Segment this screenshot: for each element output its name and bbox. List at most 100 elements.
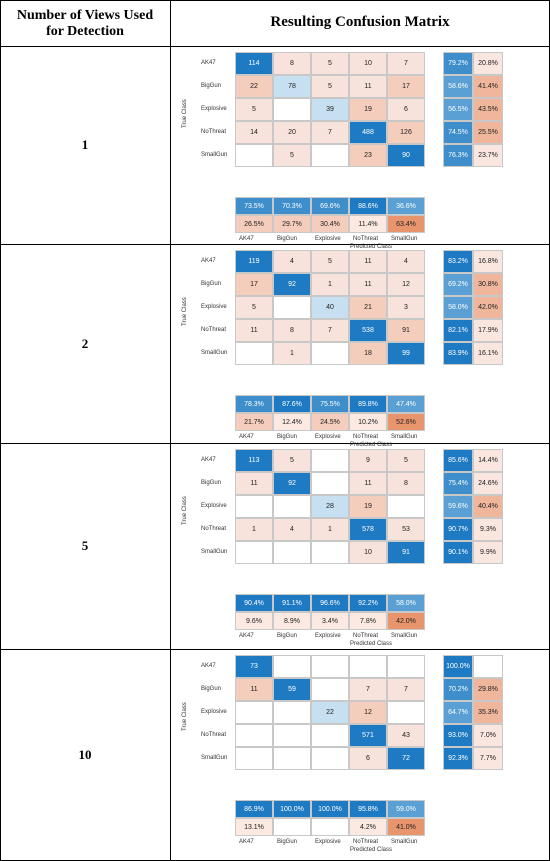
matrix-cell: 4	[387, 250, 425, 273]
matrix-cell: 21	[349, 296, 387, 319]
matrix-cell: 11	[349, 250, 387, 273]
row-class-label: Explosive	[201, 708, 227, 715]
confusion-matrix: True Class AK47 BigGun Explosive NoThreat Sma…	[180, 48, 545, 250]
row-summary-correct: 90.1%	[443, 541, 473, 564]
predicted-class-axis-label: Predicted Class	[350, 641, 393, 647]
column-class-label: NoThreat	[353, 633, 379, 639]
col-summary-correct: 91.1%	[273, 594, 311, 612]
matrix-cell	[311, 678, 349, 701]
col-summary-error: 12.4%	[273, 413, 311, 431]
column-class-label: AK47	[239, 434, 254, 440]
matrix-cell: 7	[349, 678, 387, 701]
row-class-label: NoThreat	[201, 326, 227, 333]
row-class-label: NoThreat	[201, 731, 227, 738]
row-summary-correct: 59.6%	[443, 495, 473, 518]
column-class-label: Explosive	[315, 236, 341, 242]
col-summary-correct: 87.6%	[273, 395, 311, 413]
matrix-cell: 17	[387, 75, 425, 98]
matrix-cell	[273, 701, 311, 724]
row-class-label: NoThreat	[201, 128, 227, 135]
matrix-cell	[273, 655, 311, 678]
row-summary-error: 14.4%	[473, 449, 503, 472]
row-summary-correct: 75.4%	[443, 472, 473, 495]
matrix-cell: 78	[273, 75, 311, 98]
col-summary-correct: 89.8%	[349, 395, 387, 413]
matrix-cell	[235, 495, 273, 518]
col-summary-error: 7.8%	[349, 612, 387, 630]
col-summary-correct: 92.2%	[349, 594, 387, 612]
col-summary-error: 21.7%	[235, 413, 273, 431]
row-summary-correct: 58.6%	[443, 75, 473, 98]
matrix-cell	[235, 747, 273, 770]
predicted-class-axis-label: Predicted Class	[350, 847, 393, 853]
row-summary-error: 20.8%	[473, 52, 503, 75]
views-count: 5	[81, 538, 89, 553]
matrix-cell: 10	[349, 541, 387, 564]
col-summary-correct: 100.0%	[311, 800, 349, 818]
matrix-cell	[235, 144, 273, 167]
matrix-cell: 5	[235, 296, 273, 319]
row-class-label: BigGun	[201, 280, 222, 287]
row-summary-error: 9.3%	[473, 518, 503, 541]
matrix-cell: 91	[387, 541, 425, 564]
row-summary-error: 30.8%	[473, 273, 503, 296]
row-summary-correct: 93.0%	[443, 724, 473, 747]
col-summary-error: 9.6%	[235, 612, 273, 630]
matrix-cell	[235, 541, 273, 564]
matrix-cell: 22	[311, 701, 349, 724]
row-summary-error: 43.5%	[473, 98, 503, 121]
matrix-cell: 40	[311, 296, 349, 319]
row-summary-correct: 70.2%	[443, 678, 473, 701]
col-summary-error: 42.0%	[387, 612, 425, 630]
matrix-cell: 90	[387, 144, 425, 167]
matrix-cell: 19	[349, 495, 387, 518]
row-summary-error: 41.4%	[473, 75, 503, 98]
confusion-matrix: True Class AK47 BigGun Explosive NoThreat Sma…	[180, 445, 545, 647]
row-summary-correct: 92.3%	[443, 747, 473, 770]
matrix-cell: 6	[349, 747, 387, 770]
column-class-label: BigGun	[277, 236, 298, 242]
row-summary-error: 29.8%	[473, 678, 503, 701]
col-summary-correct: 75.5%	[311, 395, 349, 413]
col-summary-error	[311, 818, 349, 836]
matrix-cell: 7	[387, 52, 425, 75]
matrix-cell	[311, 144, 349, 167]
column-class-label: BigGun	[277, 633, 298, 639]
matrix-cell: 5	[311, 250, 349, 273]
row-class-label: NoThreat	[201, 525, 227, 532]
header-confusion-matrix: Resulting Confusion Matrix	[270, 14, 450, 30]
row-summary-correct: 83.9%	[443, 342, 473, 365]
row-class-label: AK47	[201, 456, 216, 463]
matrix-cell	[273, 495, 311, 518]
matrix-cell: 5	[273, 449, 311, 472]
row-class-label: SmallGun	[201, 548, 228, 555]
matrix-cell: 5	[311, 52, 349, 75]
matrix-cell	[235, 701, 273, 724]
col-summary-correct: 86.9%	[235, 800, 273, 818]
row-summary-correct: 100.0%	[443, 655, 473, 678]
views-count: 2	[81, 335, 89, 351]
row-class-label: AK47	[201, 662, 216, 669]
matrix-cell: 5	[273, 144, 311, 167]
matrix-cell	[273, 724, 311, 747]
matrix-cell	[349, 655, 387, 678]
matrix-cell: 1	[311, 518, 349, 541]
matrix-cell	[311, 655, 349, 678]
matrix-cell	[387, 495, 425, 518]
matrix-cell: 11	[349, 273, 387, 296]
column-class-label: BigGun	[277, 434, 298, 440]
matrix-cell: 3	[387, 296, 425, 319]
col-summary-correct: 100.0%	[273, 800, 311, 818]
row-class-label: Explosive	[201, 502, 227, 509]
matrix-cell: 39	[311, 98, 349, 121]
matrix-cell	[387, 701, 425, 724]
matrix-cell: 126	[387, 121, 425, 144]
confusion-matrix: True Class AK47 BigGun Explosive NoThreat Sma…	[180, 246, 545, 448]
matrix-cell	[273, 747, 311, 770]
column-class-label: AK47	[239, 236, 254, 242]
column-class-label: AK47	[239, 839, 254, 845]
row-summary-error: 42.0%	[473, 296, 503, 319]
row-summary-correct: 69.2%	[443, 273, 473, 296]
matrix-cell: 99	[387, 342, 425, 365]
matrix-cell: 538	[349, 319, 387, 342]
